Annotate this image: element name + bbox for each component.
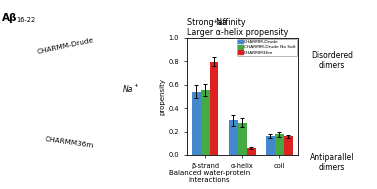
Text: affinity: affinity xyxy=(215,18,245,27)
Text: 16-22: 16-22 xyxy=(16,17,35,23)
Text: +: + xyxy=(212,19,217,24)
Text: Antiparallel
dimers: Antiparallel dimers xyxy=(310,153,354,172)
Text: Aβ: Aβ xyxy=(2,13,17,23)
Bar xyxy=(284,136,293,155)
Text: +: + xyxy=(133,84,138,88)
Text: Strong Na: Strong Na xyxy=(187,18,227,27)
Bar xyxy=(192,92,201,155)
Bar xyxy=(266,136,275,155)
Legend: CHARMM-Drude, CHARMM-Drude No Salt, CHARMM36m: CHARMM-Drude, CHARMM-Drude No Salt, CHAR… xyxy=(237,39,297,56)
Bar xyxy=(201,90,210,155)
Bar xyxy=(247,148,256,155)
Text: Larger α-helix propensity: Larger α-helix propensity xyxy=(187,28,289,37)
Y-axis label: propensity: propensity xyxy=(159,78,166,115)
Text: Balanced water-protein
interactions: Balanced water-protein interactions xyxy=(169,170,250,183)
Text: CHARMM36m: CHARMM36m xyxy=(45,136,95,149)
Bar xyxy=(210,62,218,155)
Text: Disordered
dimers: Disordered dimers xyxy=(311,51,353,70)
Text: CHARMM-Drude: CHARMM-Drude xyxy=(37,37,95,55)
Bar xyxy=(238,123,247,155)
Bar xyxy=(275,135,284,155)
Text: Na: Na xyxy=(123,85,133,94)
Bar xyxy=(229,120,238,155)
